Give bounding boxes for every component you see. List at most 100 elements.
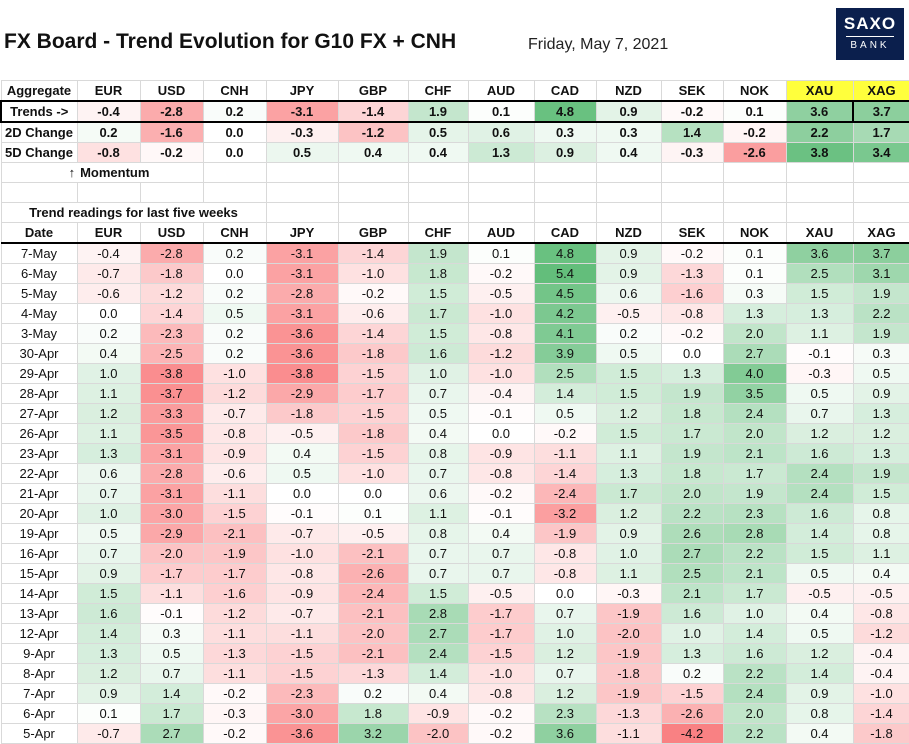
- value-cell: 0.0: [202, 121, 267, 143]
- empty-cell: [467, 162, 535, 183]
- value-cell: 2.4: [722, 683, 787, 704]
- value-cell: -1.5: [337, 443, 409, 464]
- value-cell: -3.8: [265, 363, 339, 384]
- value-cell: 0.4: [76, 343, 141, 364]
- logo-text-top: SAXO: [843, 14, 897, 33]
- value-cell: 0.5: [407, 403, 469, 424]
- empty-cell: [76, 182, 141, 203]
- value-cell: -0.8: [467, 323, 535, 344]
- empty-cell: [595, 162, 662, 183]
- value-cell: 2.4: [785, 483, 854, 504]
- weekly-row: 28-Apr 1.1 -3.7 -1.2 -2.9 -1.7 0.7 -0.4 1.4 1.5 1.…: [0, 383, 909, 404]
- value-cell: -3.2: [533, 503, 597, 524]
- empty-cell: [202, 162, 267, 183]
- value-cell: 2.0: [660, 483, 724, 504]
- value-cell: -0.2: [660, 100, 724, 123]
- value-cell: 1.6: [785, 443, 854, 464]
- value-cell: 0.3: [139, 623, 204, 644]
- value-cell: -0.2: [202, 723, 267, 744]
- weekly-row: 30-Apr 0.4 -2.5 0.2 -3.6 -1.8 1.6 -1.2 3.9 0.5 0.0…: [0, 343, 909, 364]
- value-cell: 0.0: [265, 483, 339, 504]
- value-cell: 0.6: [595, 283, 662, 304]
- empty-cell: [407, 182, 469, 203]
- value-cell: -2.8: [265, 283, 339, 304]
- value-cell: 3.6: [785, 100, 854, 123]
- empty-cell: [533, 202, 597, 223]
- column-header: CNH: [202, 222, 267, 244]
- value-cell: -1.8: [595, 663, 662, 684]
- value-cell: -1.5: [265, 663, 339, 684]
- value-cell: 0.6: [76, 463, 141, 484]
- value-cell: -3.3: [139, 403, 204, 424]
- empty-cell: [785, 162, 854, 183]
- value-cell: 0.6: [467, 121, 535, 143]
- value-cell: 1.3: [852, 403, 909, 424]
- value-cell: -0.4: [76, 100, 141, 123]
- empty-cell: [852, 202, 909, 223]
- value-cell: -1.0: [337, 263, 409, 284]
- value-cell: 1.5: [595, 383, 662, 404]
- value-cell: -0.1: [467, 403, 535, 424]
- value-cell: -1.4: [337, 323, 409, 344]
- value-cell: 2.3: [722, 503, 787, 524]
- value-cell: -3.6: [265, 323, 339, 344]
- weekly-row: 27-Apr 1.2 -3.3 -0.7 -1.8 -1.5 0.5 -0.1 0.5 1.2 1.…: [0, 403, 909, 424]
- value-cell: 0.8: [785, 703, 854, 724]
- value-cell: -0.6: [76, 283, 141, 304]
- empty-cell: [595, 182, 662, 203]
- empty-cell: [407, 202, 469, 223]
- summary-row: 5D Change -0.8 -0.2 0.0 0.5 0.4 0.4 1.3 0.9 0.4 -0…: [0, 142, 909, 163]
- weekly-row: 23-Apr 1.3 -3.1 -0.9 0.4 -1.5 0.8 -0.9 -1.1 1.1 1.…: [0, 443, 909, 464]
- value-cell: 4.5: [533, 283, 597, 304]
- date-cell: 7-May: [0, 242, 78, 264]
- value-cell: -1.1: [202, 623, 267, 644]
- value-cell: -0.7: [265, 603, 339, 624]
- value-cell: 3.6: [533, 723, 597, 744]
- value-cell: 5.4: [533, 263, 597, 284]
- value-cell: 1.1: [785, 323, 854, 344]
- value-cell: -3.0: [139, 503, 204, 524]
- value-cell: -1.1: [533, 443, 597, 464]
- value-cell: 1.8: [407, 263, 469, 284]
- value-cell: 1.7: [722, 583, 787, 604]
- column-header: AUD: [467, 222, 535, 244]
- value-cell: 1.2: [76, 403, 141, 424]
- value-cell: -0.7: [76, 263, 141, 284]
- value-cell: -1.5: [202, 503, 267, 524]
- value-cell: 1.0: [533, 623, 597, 644]
- weekly-row: 13-Apr 1.6 -0.1 -1.2 -0.7 -2.1 2.8 -1.7 0.7 -1.9 1…: [0, 603, 909, 624]
- column-header: XAU: [785, 80, 854, 102]
- empty-cell: [202, 182, 267, 203]
- value-cell: 0.5: [785, 383, 854, 404]
- value-cell: 0.7: [533, 663, 597, 684]
- date-cell: 30-Apr: [0, 343, 78, 364]
- value-cell: 0.0: [660, 343, 724, 364]
- weekly-row: 8-Apr 1.2 0.7 -1.1 -1.5 -1.3 1.4 -1.0 0.7 -1.8 0.2…: [0, 663, 909, 684]
- value-cell: -2.8: [139, 463, 204, 484]
- value-cell: -1.0: [337, 463, 409, 484]
- value-cell: 2.7: [407, 623, 469, 644]
- column-header: CAD: [533, 80, 597, 102]
- value-cell: -0.2: [660, 323, 724, 344]
- value-cell: -0.5: [595, 303, 662, 324]
- value-cell: -0.2: [467, 483, 535, 504]
- empty-cell: [722, 202, 787, 223]
- value-cell: 2.7: [722, 343, 787, 364]
- value-cell: 0.2: [202, 242, 267, 264]
- value-cell: -1.3: [202, 643, 267, 664]
- value-cell: -1.4: [852, 703, 909, 724]
- empty-cell: [660, 182, 724, 203]
- value-cell: 1.2: [785, 423, 854, 444]
- value-cell: 1.9: [407, 242, 469, 264]
- empty-cell: [265, 202, 339, 223]
- column-header: GBP: [337, 222, 409, 244]
- value-cell: 0.2: [595, 323, 662, 344]
- value-cell: -1.5: [467, 643, 535, 664]
- value-cell: 0.8: [852, 523, 909, 544]
- column-header: NZD: [595, 80, 662, 102]
- value-cell: -1.3: [595, 703, 662, 724]
- spacer-row: [0, 182, 909, 203]
- value-cell: -3.8: [139, 363, 204, 384]
- value-cell: 4.0: [722, 363, 787, 384]
- value-cell: -0.3: [202, 703, 267, 724]
